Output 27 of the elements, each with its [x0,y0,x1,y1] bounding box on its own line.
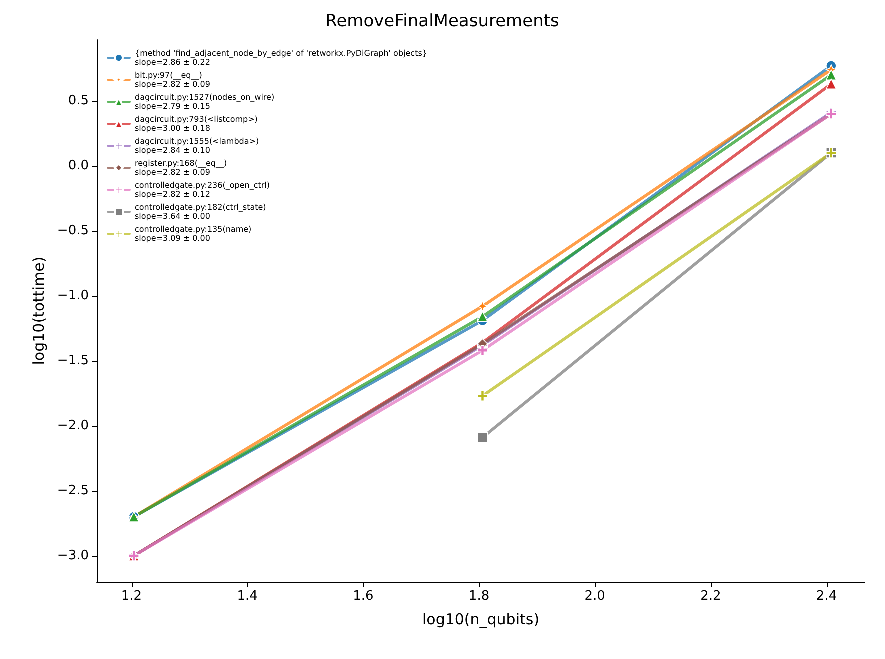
y-axis-title: log10(tottime) [30,256,48,366]
y-tick-label: −2.5 [57,484,89,499]
x-tick-label: 1.8 [468,589,490,604]
y-tick-label: 0.0 [68,158,89,174]
legend-label: dagcircuit.py:1527(nodes_on_wire) slope=2.79 ± 0.15 [135,93,275,111]
legend-label: dagcircuit.py:793(<listcomp>) slope=3.00 ± 0.18 [135,115,258,133]
legend-label: controlledgate.py:135(name) slope=3.09 ± 0.00 [135,225,252,243]
x-tick-label: 1.2 [121,589,142,604]
chart-title: RemoveFinalMeasurements [326,12,560,32]
x-tick-label: 2.0 [584,589,606,604]
y-tick-label: −3.0 [57,548,89,564]
legend-label: {method 'find_adjacent_node_by_edge' of 'retworkx.PyDiGraph' objects} slope=2.86 ± 0.22 [135,49,428,67]
legend-label: bit.py:97(__eq__) slope=2.82 ± 0.09 [135,71,210,89]
y-tick-label: −0.5 [57,224,89,239]
x-tick-label: 1.6 [353,589,374,604]
y-tick-label: −1.5 [57,354,89,369]
legend-label: controlledgate.py:236(_open_ctrl) slope=2.82 ± 0.12 [135,181,270,199]
x-axis-title: log10(n_qubits) [422,610,540,628]
legend-label: register.py:168(__eq__) slope=2.82 ± 0.09 [135,159,228,177]
x-tick-label: 1.4 [237,589,258,604]
legend-label: controlledgate.py:182(ctrl_state) slope=3.64 ± 0.00 [135,203,266,221]
legend-label: dagcircuit.py:1555(<lambda>) slope=2.84 ± 0.10 [135,137,260,155]
x-tick-label: 2.4 [816,589,838,604]
y-tick-label: −2.0 [57,418,89,434]
y-tick-label: 0.5 [68,94,89,109]
x-tick-label: 2.2 [700,589,722,604]
y-tick-label: −1.0 [57,288,89,304]
